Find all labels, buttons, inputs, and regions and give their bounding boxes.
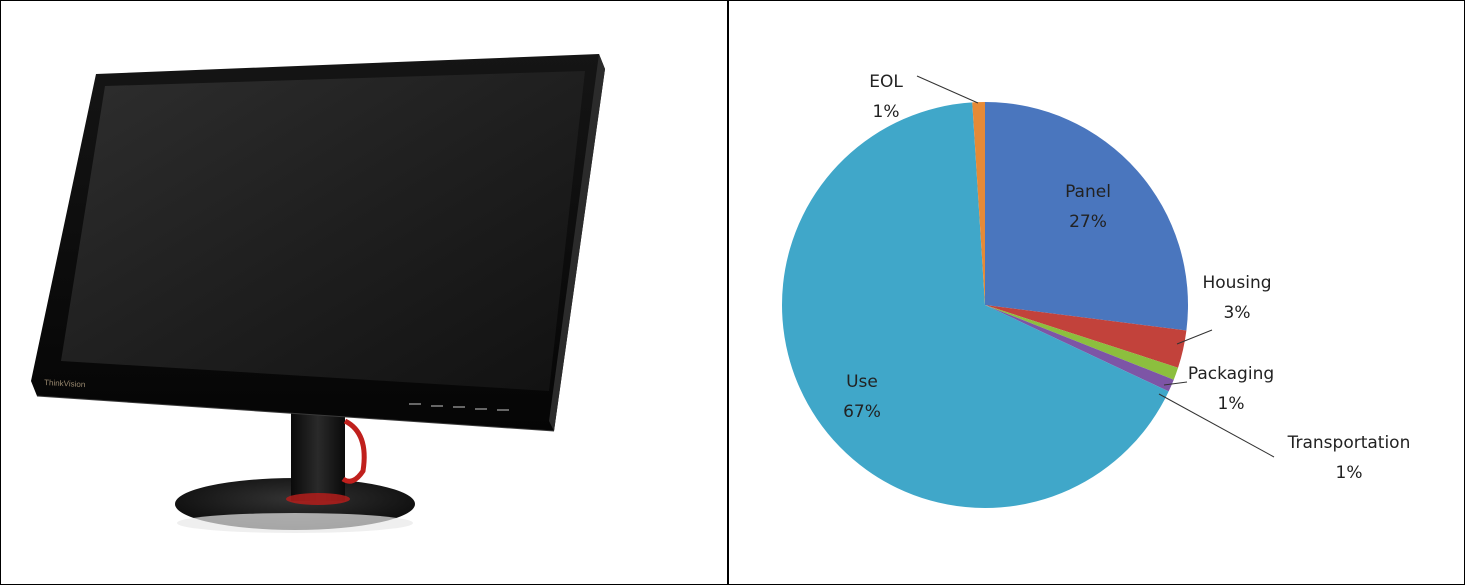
leader-line-housing [1176,329,1213,345]
svg-text:ThinkVision: ThinkVision [44,378,86,389]
pie-slice-eol [972,102,985,305]
slice-pct-use: 67% [843,402,881,422]
slice-pct-housing: 3% [1224,303,1251,323]
slice-label-panel: Panel [1065,182,1111,202]
leader-line-eol [916,75,979,104]
leader-line-packaging [1163,381,1188,386]
slice-pct-eol: 1% [873,102,900,122]
pie-chart: Panel 27% Housing 3% Packaging 1% Transportati… [782,72,1411,508]
monitor-photo-cell: ThinkVision [1,1,727,584]
slice-pct-panel: 27% [1069,212,1107,232]
pie-slice-use [782,102,1169,508]
slice-label-eol: EOL [869,72,903,92]
slice-label-use: Use [846,372,878,392]
pie-slice-housing [985,305,1187,368]
monitor-screen [61,71,585,391]
pie-slice-panel [985,102,1188,331]
slice-pct-packaging: 1% [1218,394,1245,414]
slice-pct-transportation: 1% [1336,463,1363,483]
leader-line-transportation [1158,393,1275,458]
pie-slice-packaging [985,305,1179,380]
chart-cell: Panel 27% Housing 3% Packaging 1% Transportati… [729,1,1464,584]
pie-slice-transportation [985,305,1174,392]
slice-label-packaging: Packaging [1188,364,1274,384]
monitor-illustration: ThinkVision [31,54,605,533]
slice-label-housing: Housing [1202,273,1271,293]
slice-label-transportation: Transportation [1287,433,1411,453]
stand-neck [291,401,345,501]
cell-divider [727,0,729,585]
